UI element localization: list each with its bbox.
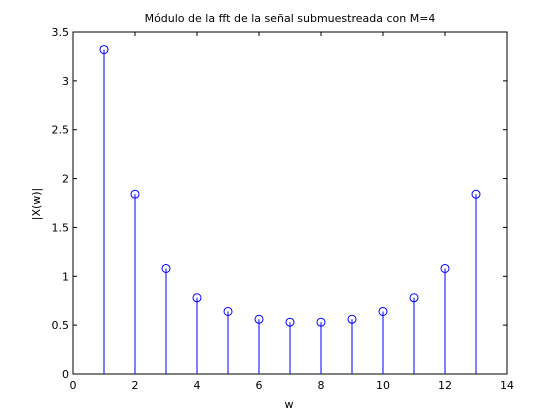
stem-marker bbox=[378, 306, 388, 316]
plot-area bbox=[72, 31, 508, 375]
y-axis-ticks: 0 0.5 1 1.5 2 2.5 3 3.5 bbox=[52, 26, 507, 381]
stem-marker bbox=[223, 306, 233, 316]
stem-marker bbox=[99, 45, 109, 55]
stem-marker bbox=[440, 263, 450, 273]
y-tick-label: 0.5 bbox=[52, 319, 70, 332]
y-tick-label: 3.5 bbox=[52, 26, 70, 39]
y-tick-label: 0 bbox=[62, 368, 69, 381]
x-tick-label: 12 bbox=[438, 379, 452, 392]
stem-marker bbox=[347, 314, 357, 324]
x-tick-label: 4 bbox=[194, 379, 201, 392]
y-tick-label: 1 bbox=[62, 270, 69, 283]
stem-marker bbox=[409, 293, 419, 303]
x-tick-label: 2 bbox=[132, 379, 139, 392]
x-tick-label: 0 bbox=[70, 379, 77, 392]
stem-marker bbox=[471, 189, 481, 199]
stem-marker bbox=[316, 317, 326, 327]
y-tick-label: 1.5 bbox=[52, 221, 70, 234]
x-axis-label: w bbox=[285, 398, 294, 411]
x-tick-label: 6 bbox=[256, 379, 263, 392]
stem-marker bbox=[254, 314, 264, 324]
chart-title: Módulo de la fft de la señal submuestrea… bbox=[145, 12, 436, 25]
x-tick-label: 10 bbox=[376, 379, 390, 392]
y-tick-label: 3 bbox=[62, 75, 69, 88]
data-series bbox=[99, 45, 481, 374]
stem-marker bbox=[192, 293, 202, 303]
y-tick-label: 2 bbox=[62, 173, 69, 186]
y-tick-label: 2.5 bbox=[52, 124, 70, 137]
x-tick-label: 14 bbox=[500, 379, 514, 392]
y-axis-label: |X(w)| bbox=[30, 188, 43, 221]
x-tick-label: 8 bbox=[318, 379, 325, 392]
stem-marker bbox=[130, 189, 140, 199]
stem-marker bbox=[285, 317, 295, 327]
stem-marker bbox=[161, 263, 171, 273]
